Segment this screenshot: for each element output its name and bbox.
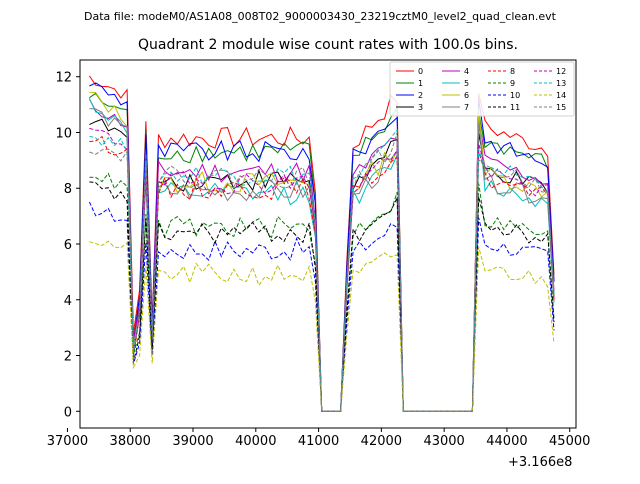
legend-label-13: 13 [556, 79, 566, 88]
x-offset-label: +3.166e8 [508, 455, 572, 470]
legend-label-1: 1 [418, 79, 423, 88]
y-tick-label: 8 [64, 182, 72, 197]
y-tick-label: 10 [55, 126, 72, 141]
legend-label-10: 10 [510, 91, 520, 100]
chart-title: Quadrant 2 module wise count rates with … [138, 37, 518, 53]
legend-label-8: 8 [510, 67, 515, 76]
x-tick-label: 42000 [361, 434, 402, 449]
y-tick-label: 0 [64, 405, 72, 420]
series-line-14 [89, 240, 555, 412]
legend-label-11: 11 [510, 103, 520, 112]
x-tick-label: 45000 [549, 434, 590, 449]
x-tick-label: 43000 [423, 434, 464, 449]
legend-label-6: 6 [464, 91, 469, 100]
plot-area: 37000 38000 39000 40000 41000 42000 43000 44000… [47, 59, 590, 449]
x-tick-label: 37000 [47, 434, 88, 449]
legend-box [389, 61, 575, 117]
y-tick-label: 4 [64, 294, 72, 309]
legend-label-3: 3 [418, 103, 423, 112]
x-tick-label: 38000 [110, 434, 151, 449]
y-tick-label: 12 [55, 71, 72, 86]
series-line-15 [89, 132, 555, 412]
x-tick-label: 41000 [298, 434, 339, 449]
legend-label-5: 5 [464, 79, 469, 88]
chart-suptitle: Data file: modeM0/AS1A08_008T02_90000034… [84, 10, 557, 23]
y-tick-label: 6 [64, 238, 72, 253]
x-tick-label: 39000 [172, 434, 213, 449]
x-tick-label: 40000 [235, 434, 276, 449]
legend-label-14: 14 [556, 91, 566, 100]
legend-label-12: 12 [556, 67, 566, 76]
legend-label-4: 4 [464, 67, 469, 76]
series-line-13 [89, 128, 555, 412]
legend-label-7: 7 [464, 103, 469, 112]
legend-label-0: 0 [418, 67, 423, 76]
legend-label-2: 2 [418, 91, 423, 100]
legend-label-9: 9 [510, 79, 515, 88]
x-tick-label: 44000 [486, 434, 527, 449]
legend-label-15: 15 [556, 103, 566, 112]
y-tick-label: 2 [64, 350, 72, 365]
